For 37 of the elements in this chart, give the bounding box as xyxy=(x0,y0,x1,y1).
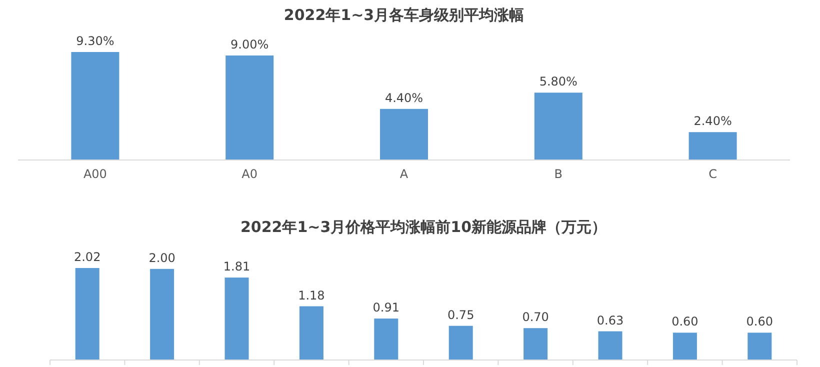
data-label: 1.18 xyxy=(298,288,325,302)
bar xyxy=(598,331,622,360)
bar xyxy=(380,108,428,160)
data-label: 0.91 xyxy=(372,300,400,315)
bar xyxy=(224,278,249,360)
bar xyxy=(748,332,772,360)
bar xyxy=(672,332,697,360)
data-label: 5.80% xyxy=(539,74,578,89)
x-tick-label: C xyxy=(708,167,717,181)
x-tick-label: A0 xyxy=(242,167,258,181)
data-label: 0.70 xyxy=(522,310,549,324)
bar xyxy=(75,268,100,360)
x-tick-label: A xyxy=(400,167,409,181)
data-label: 0.60 xyxy=(746,314,774,329)
data-label: 2.00 xyxy=(148,250,176,265)
bar xyxy=(226,55,274,160)
chart-title: 2022年1~3月价格平均涨幅前10新能源品牌（万元） xyxy=(240,218,607,236)
data-label: 9.00% xyxy=(230,37,269,52)
bar xyxy=(150,268,174,360)
data-label: 2.40% xyxy=(694,114,732,128)
data-label: 9.30% xyxy=(76,34,114,48)
bar xyxy=(71,52,120,160)
bar xyxy=(524,328,548,360)
x-tick-label: B xyxy=(554,167,563,181)
data-label: 0.60 xyxy=(672,314,698,329)
bar xyxy=(374,318,398,360)
bar xyxy=(299,306,324,360)
bar xyxy=(534,92,582,160)
data-label: 0.75 xyxy=(447,308,474,322)
data-label: 0.63 xyxy=(596,313,624,328)
data-label: 4.40% xyxy=(384,90,424,105)
bar xyxy=(448,326,473,360)
chart-title: 2022年1~3月各车身级别平均涨幅 xyxy=(284,6,524,24)
bar xyxy=(688,132,737,160)
data-label: 1.81 xyxy=(223,260,250,274)
data-label: 2.02 xyxy=(74,250,101,264)
x-tick-label: A00 xyxy=(83,167,107,181)
